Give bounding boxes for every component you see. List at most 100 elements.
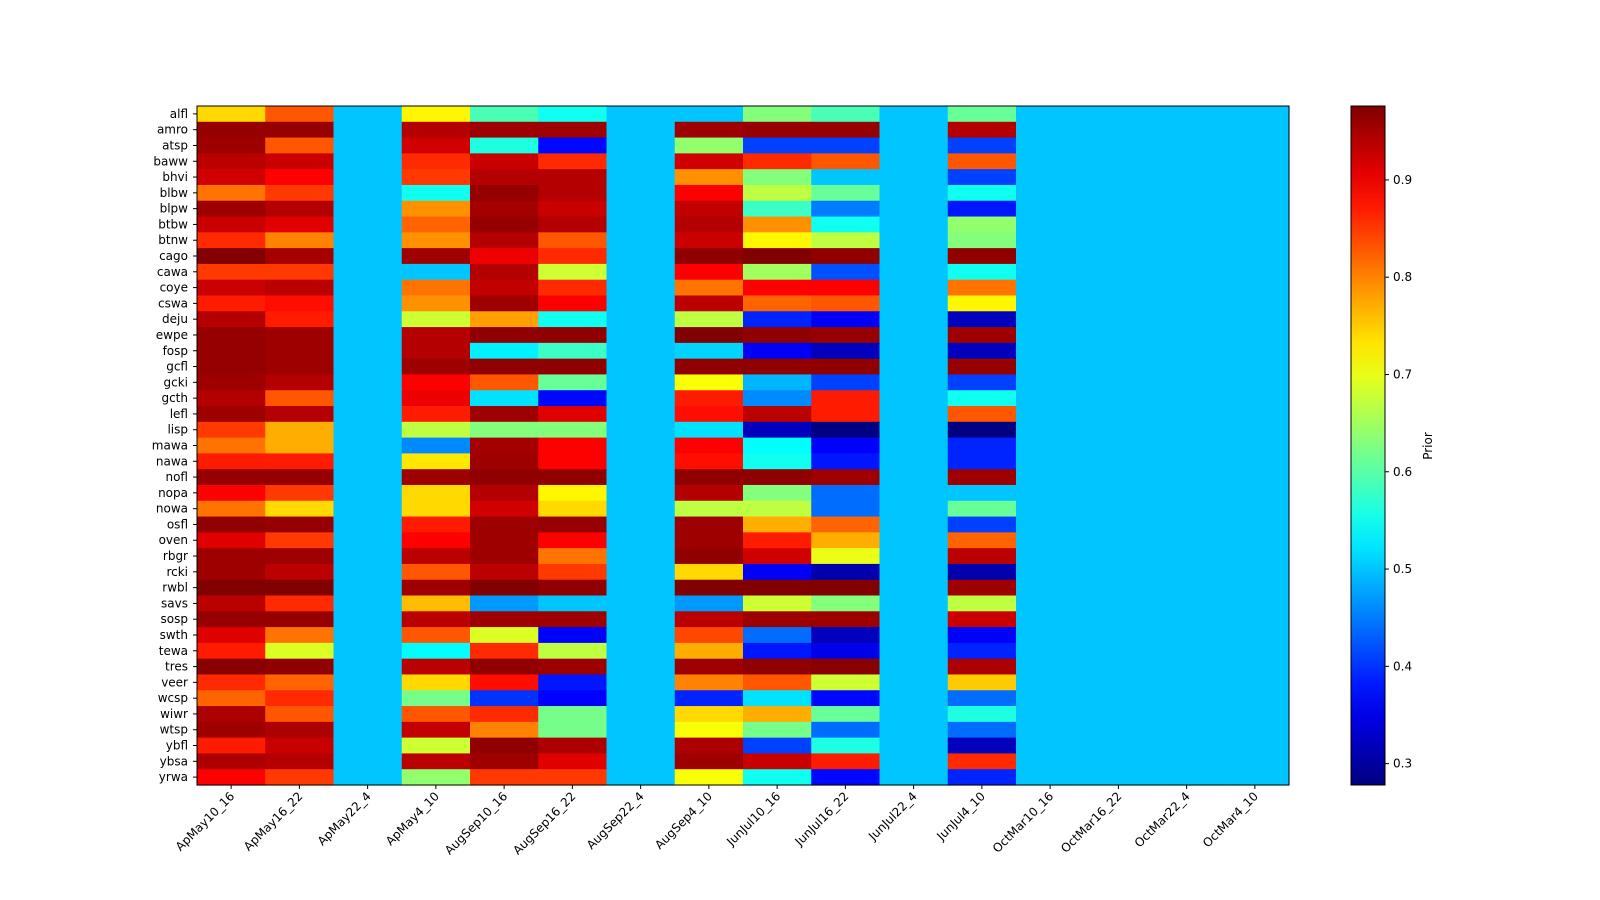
- x-axis: ApMay10_16 ApMay16_22 ApMay22_4 ApMay4_10 Au…: [173, 785, 1261, 858]
- cell-deju-ApMay10_16: [197, 311, 266, 328]
- cell-mawa-ApMay10_16: [197, 437, 266, 454]
- cell-yrwa-AugSep10_16: [470, 769, 539, 786]
- y-tick-label: cago: [159, 249, 188, 263]
- cell-lefl-AugSep16_22: [538, 406, 608, 423]
- cell-gcth-OctMar10_16: [1016, 390, 1085, 407]
- cell-ewpe-AugSep10_16: [470, 327, 539, 344]
- cell-mawa-AugSep16_22: [538, 437, 608, 454]
- cell-btnw-JunJul16_22: [811, 232, 881, 249]
- cell-deju-ApMay4_10: [401, 311, 471, 328]
- cell-rcki-JunJul4_10: [947, 563, 1017, 581]
- cell-gcfl-OctMar22_4: [1152, 358, 1222, 376]
- y-tick-label: wcsp: [158, 691, 188, 705]
- cell-nowa-ApMay22_4: [333, 500, 403, 518]
- cell-swth-JunJul22_4: [879, 627, 949, 644]
- x-tick-label: AugSep4_10: [652, 789, 715, 852]
- cell-baww-JunJul10_16: [743, 153, 812, 170]
- cell-wiwr-JunJul16_22: [811, 706, 881, 723]
- cell-gcth-AugSep4_10: [674, 390, 744, 407]
- cell-rcki-JunJul22_4: [879, 563, 949, 581]
- cell-ewpe-OctMar16_22: [1084, 327, 1154, 344]
- cell-rwbl-AugSep16_22: [538, 579, 608, 597]
- cell-blbw-OctMar22_4: [1152, 184, 1222, 202]
- cell-wiwr-ApMay16_22: [265, 706, 335, 723]
- cell-cswa-ApMay4_10: [401, 295, 471, 312]
- cell-btbw-ApMay22_4: [333, 216, 403, 233]
- cell-savs-AugSep22_4: [606, 595, 676, 612]
- cell-coye-OctMar22_4: [1152, 279, 1222, 297]
- cell-rwbl-AugSep22_4: [606, 579, 676, 597]
- cell-btbw-ApMay16_22: [265, 216, 335, 233]
- cell-fosp-OctMar22_4: [1152, 342, 1222, 360]
- cell-savs-AugSep10_16: [470, 595, 539, 612]
- cell-alfl-AugSep4_10: [674, 106, 744, 123]
- cell-veer-AugSep16_22: [538, 674, 608, 691]
- cell-rbgr-AugSep22_4: [606, 548, 676, 565]
- cell-blbw-OctMar4_10: [1220, 184, 1290, 202]
- cell-nawa-ApMay22_4: [333, 453, 403, 470]
- cell-amro-AugSep10_16: [470, 121, 539, 139]
- cell-oven-JunJul10_16: [743, 532, 812, 549]
- cell-cawa-OctMar16_22: [1084, 263, 1154, 281]
- cell-gcth-JunJul4_10: [947, 390, 1017, 407]
- cell-nawa-JunJul16_22: [811, 453, 881, 470]
- cell-fosp-AugSep16_22: [538, 342, 608, 360]
- cell-nopa-ApMay16_22: [265, 484, 335, 502]
- cell-gcki-ApMay4_10: [401, 374, 471, 391]
- cell-veer-JunJul16_22: [811, 674, 881, 691]
- cell-oven-JunJul16_22: [811, 532, 881, 549]
- cell-lefl-JunJul22_4: [879, 406, 949, 423]
- cell-cawa-ApMay16_22: [265, 263, 335, 281]
- cell-mawa-ApMay22_4: [333, 437, 403, 454]
- cell-wiwr-AugSep10_16: [470, 706, 539, 723]
- cell-baww-OctMar10_16: [1016, 153, 1085, 170]
- y-tick-label: bhvi: [162, 170, 188, 184]
- cell-swth-OctMar4_10: [1220, 627, 1290, 644]
- cell-oven-AugSep10_16: [470, 532, 539, 549]
- cell-rcki-OctMar10_16: [1016, 563, 1085, 581]
- cell-btbw-ApMay10_16: [197, 216, 266, 233]
- cell-gcth-OctMar22_4: [1152, 390, 1222, 407]
- cell-lisp-JunJul16_22: [811, 421, 881, 439]
- y-tick-label: baww: [153, 154, 188, 168]
- cell-nopa-AugSep4_10: [674, 484, 744, 502]
- cell-sosp-JunJul10_16: [743, 611, 812, 628]
- cell-blbw-JunJul10_16: [743, 184, 812, 202]
- cell-wtsp-JunJul10_16: [743, 721, 812, 739]
- cell-btnw-AugSep10_16: [470, 232, 539, 249]
- cell-deju-OctMar16_22: [1084, 311, 1154, 328]
- cell-atsp-ApMay4_10: [401, 137, 471, 154]
- cell-cswa-AugSep10_16: [470, 295, 539, 312]
- cell-gcki-AugSep10_16: [470, 374, 539, 391]
- cell-atsp-OctMar22_4: [1152, 137, 1222, 154]
- cell-mawa-AugSep10_16: [470, 437, 539, 454]
- cell-lisp-OctMar10_16: [1016, 421, 1085, 439]
- cell-blbw-JunJul4_10: [947, 184, 1017, 202]
- cell-atsp-ApMay10_16: [197, 137, 266, 154]
- cell-tewa-AugSep4_10: [674, 642, 744, 660]
- cell-cswa-AugSep16_22: [538, 295, 608, 312]
- cell-lefl-ApMay10_16: [197, 406, 266, 423]
- cell-nofl-JunJul16_22: [811, 469, 881, 486]
- cell-rcki-OctMar4_10: [1220, 563, 1290, 581]
- cell-ewpe-JunJul4_10: [947, 327, 1017, 344]
- cell-gcfl-ApMay10_16: [197, 358, 266, 376]
- cell-btnw-AugSep4_10: [674, 232, 744, 249]
- cell-ewpe-ApMay10_16: [197, 327, 266, 344]
- y-tick-label: gcfl: [166, 360, 188, 374]
- y-tick-label: nofl: [165, 470, 188, 484]
- cell-wtsp-OctMar16_22: [1084, 721, 1154, 739]
- cell-tres-ApMay16_22: [265, 658, 335, 676]
- y-tick-label: lisp: [167, 423, 188, 437]
- y-tick-label: nawa: [156, 454, 188, 468]
- cell-baww-ApMay16_22: [265, 153, 335, 170]
- cell-tewa-JunJul10_16: [743, 642, 812, 660]
- cell-baww-AugSep4_10: [674, 153, 744, 170]
- cell-swth-AugSep4_10: [674, 627, 744, 644]
- cell-nofl-OctMar10_16: [1016, 469, 1085, 486]
- cell-nopa-OctMar4_10: [1220, 484, 1290, 502]
- cell-blpw-OctMar22_4: [1152, 200, 1222, 218]
- cell-sosp-ApMay16_22: [265, 611, 335, 628]
- cell-bhvi-ApMay16_22: [265, 169, 335, 186]
- y-tick-label: ybfl: [166, 739, 188, 753]
